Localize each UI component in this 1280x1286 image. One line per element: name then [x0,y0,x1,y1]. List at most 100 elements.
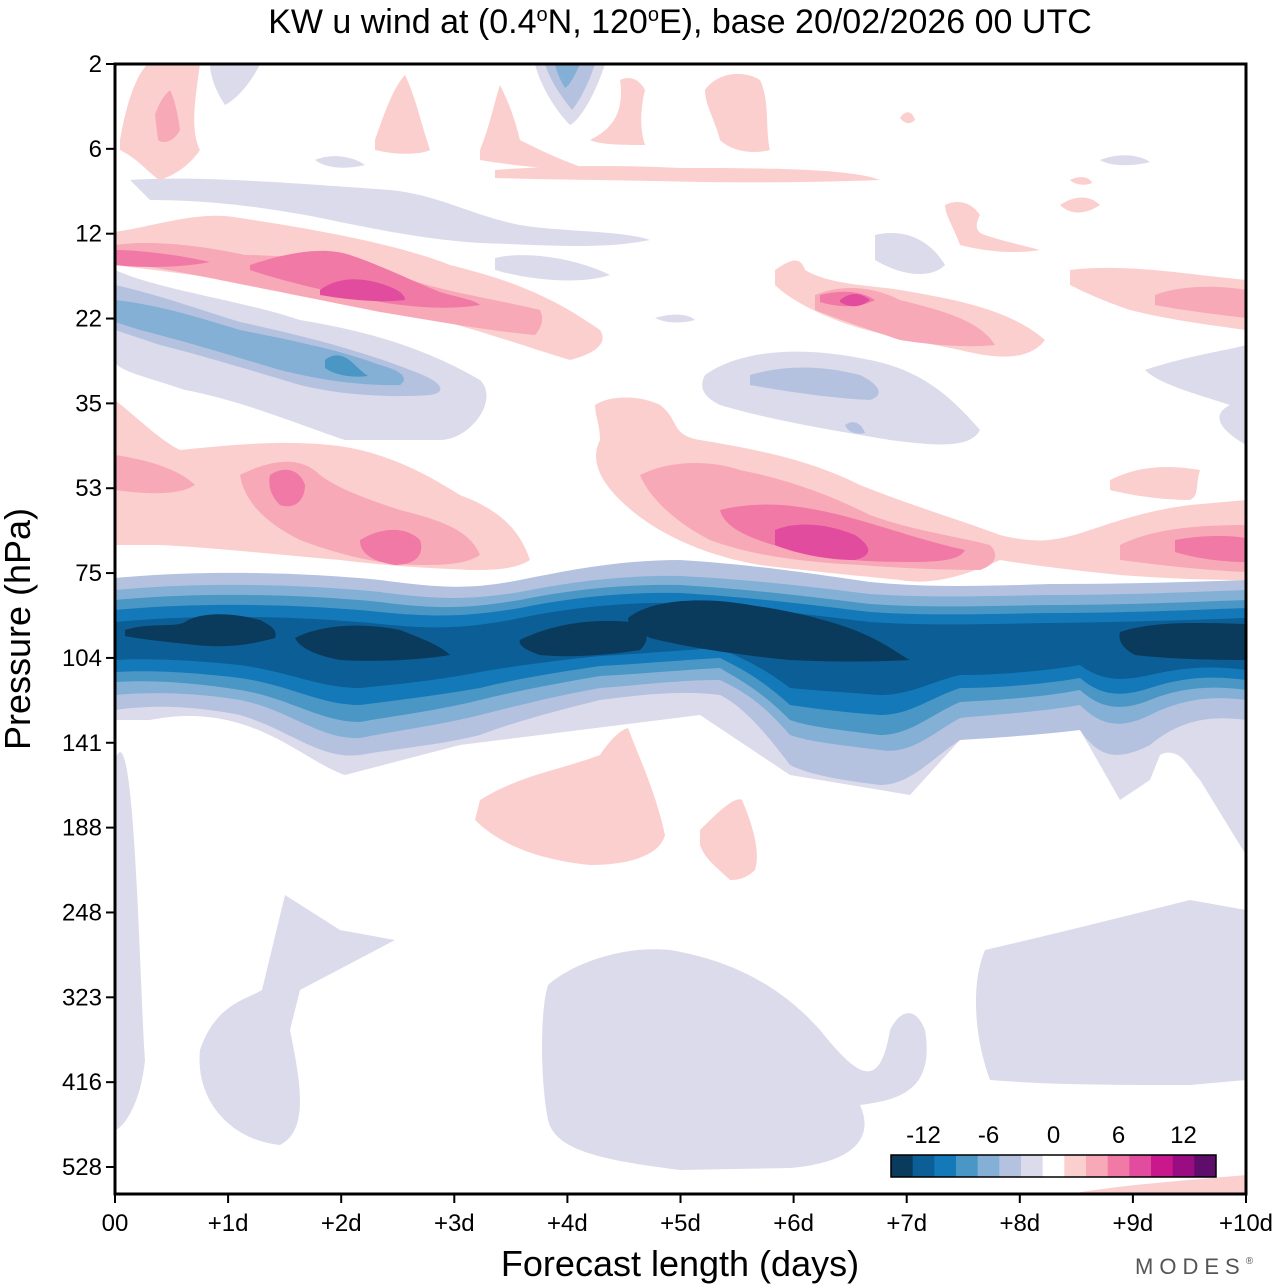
contour-westerly-6-53hPa-early-b [360,529,422,565]
contour-easterly-15hPa-right [875,233,945,275]
chart-title: KW u wind at (0.4oN, 120oE), base 20/02/… [268,3,1092,41]
contour-easterly-6hPa-small [315,156,365,168]
contour-easterly-2hPa-left [210,64,260,105]
y-tick-label: 75 [75,560,102,587]
contour-westerly-4-22hPa-far-right [1155,286,1246,318]
contour-jet-core-12-c [519,620,647,657]
contour-easterly-12hPa-band [130,178,650,247]
contour-easterly-8-upper [325,355,368,377]
contour-westerly-6hPa-tiny [1070,177,1092,185]
y-tick-label: 323 [62,984,102,1011]
colorbar-label: 12 [1170,1122,1197,1149]
contour-easterly-300hPa-right [975,900,1246,1085]
colorbar-swatch [1086,1155,1109,1177]
contour-westerly-6hPa-strip [495,165,880,183]
y-tick-label: 188 [62,815,102,842]
contour-easterly-4-35hPa [750,367,879,400]
contour-westerly-9hPa-small [1060,197,1100,213]
y-tick-label: 22 [75,306,102,333]
x-tick-label: +2d [321,1210,362,1237]
colorbar-label: 0 [1047,1122,1060,1149]
x-tick-label: +6d [773,1210,814,1237]
x-axis: 00 +1d +2d +3d +4d +5d +6d +7d +8d +9d +10d [102,1194,1273,1237]
contour-westerly-6-53hPa-early [269,469,305,507]
x-tick-label: +1d [208,1210,249,1237]
colorbar-swatch [891,1155,914,1177]
contour-jet-core-12-d [1119,622,1246,660]
x-tick-label: +9d [1113,1210,1154,1237]
contour-westerly-141-188hPa [475,728,665,865]
y-tick-label: 248 [62,899,102,926]
x-axis-title: Forecast length (days) [501,1243,859,1284]
y-tick-label: 2 [89,51,102,78]
contour-field [115,64,1246,1194]
contour-westerly-4-2hPa-left [155,90,180,142]
y-tick-label: 35 [75,390,102,417]
colorbar-swatch [999,1155,1022,1177]
colorbar-swatch [1107,1155,1130,1177]
contour-easterly-4-35hPa-small [845,422,865,434]
contour-jet-core-14 [628,600,910,662]
contour-easterly-18hPa-middle [495,255,610,281]
y-tick-label: 53 [75,475,102,502]
x-tick-label: +3d [434,1210,475,1237]
contour-westerly-4-53hPa-early [115,455,195,494]
contour-easterly-lower-left [115,752,145,1130]
contour-jet-band-8 [115,592,1246,715]
contour-easterly-400hPa-center [542,949,927,1170]
y-axis: 2 6 12 22 35 53 75 104 141 188 248 323 416 528 [62,51,115,1181]
colorbar-swatch [1151,1155,1174,1177]
contour-westerly-8-12hPa [320,279,405,302]
colorbar-frame [890,1154,1217,1178]
colorbar-label: -6 [978,1122,999,1149]
contour-easterly-300hPa-left [199,895,395,1145]
contour-westerly-12hPa-right [945,202,1040,253]
contour-easterly-4-2hPa [545,64,595,110]
contour-easterly-6hPa-right [1100,155,1150,166]
contour-jet-core-12-a [125,614,276,647]
colorbar-swatch [1129,1155,1152,1177]
x-tick-label: +4d [547,1210,588,1237]
colorbar-swatch [1021,1155,1044,1177]
x-tick-label: +10d [1219,1210,1273,1237]
contour-westerly-2-6hPa-b [480,85,590,170]
contour-westerly-6-12hPa-left [115,250,210,267]
colorbar-swatch [1064,1155,1087,1177]
contour-westerly-6-12hPa [250,250,480,308]
contour-easterly-6-2hPa [555,64,580,88]
colorbar-label: 6 [1112,1122,1125,1149]
colorbar-swatch [934,1155,957,1177]
modes-logo: MODES® [1135,1254,1254,1279]
y-tick-label: 528 [62,1154,102,1181]
y-axis-title: Pressure (hPa) [0,508,38,750]
contour-westerly-2hPa-tiny [900,112,915,124]
y-tick-label: 12 [75,221,102,248]
y-tick-label: 416 [62,1069,102,1096]
x-tick-label: 00 [102,1210,129,1237]
contour-westerly-2-6hPa-c [590,78,645,145]
contour-westerly-2-6hPa-d [705,73,770,152]
x-tick-label: +5d [660,1210,701,1237]
contour-jet-core-12-b [295,625,450,661]
x-tick-label: +7d [886,1210,927,1237]
colorbar-swatch [912,1155,935,1177]
colorbar-swatch [956,1155,979,1177]
contour-westerly-bottom-right [1070,1175,1246,1194]
colorbar-swatch [1172,1155,1195,1177]
y-tick-label: 104 [62,645,102,672]
colorbar: -12 -6 0 6 12 [890,1122,1217,1178]
contour-easterly-35hPa-right [1145,345,1246,445]
contour-westerly-6-53hPa-right [1175,535,1246,562]
contour-easterly-22hPa-small [655,314,695,323]
contour-westerly-8-53hPa-late [775,524,869,560]
colorbar-swatch [977,1155,1000,1177]
y-tick-label: 141 [62,730,102,757]
colorbar-swatch [1194,1155,1217,1177]
contour-westerly-188hPa-small [700,799,757,880]
contour-westerly-2-6hPa-a [375,75,430,154]
x-tick-label: +8d [999,1210,1040,1237]
contour-westerly-8-22hPa [840,294,870,307]
y-tick-label: 6 [89,136,102,163]
colorbar-label: -12 [906,1122,941,1149]
